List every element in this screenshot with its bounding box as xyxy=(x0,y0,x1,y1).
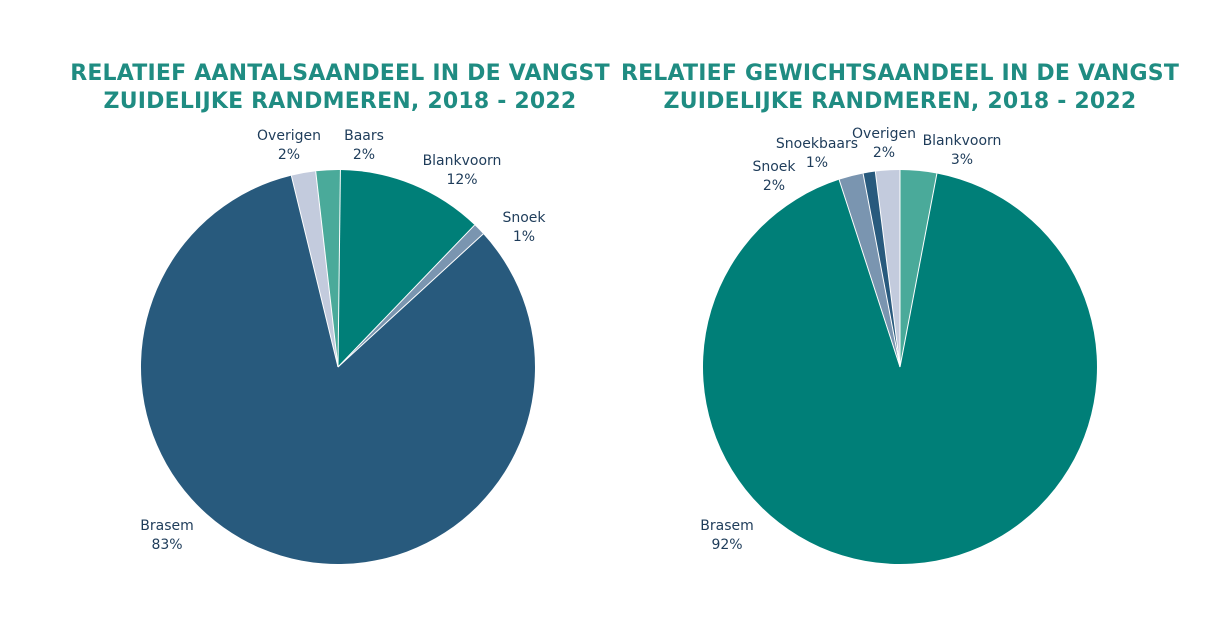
pie-label-value: 1% xyxy=(513,229,535,245)
pie-slice-snoek xyxy=(338,225,484,367)
pie-label-snoek: Snoek 2% xyxy=(752,159,796,194)
left-chart-title-line2: ZUIDELIJKE RANDMEREN, 2018 - 2022 xyxy=(103,89,577,114)
pie-label-value: 12% xyxy=(446,172,477,188)
pie-label-name: Snoek xyxy=(752,159,796,175)
pie-label-value: 92% xyxy=(711,537,742,553)
right-chart-title-line1: RELATIEF GEWICHTSAANDEEL IN DE VANGST xyxy=(620,61,1180,86)
pie-label-name: Snoekbaars xyxy=(776,136,858,152)
slice-separator xyxy=(874,171,901,368)
pie-label-snoekbaars: Snoekbaars 1% xyxy=(776,136,858,171)
left-chart-title-line1: RELATIEF AANTALSAANDEEL IN DE VANGST xyxy=(70,61,610,86)
slice-separator xyxy=(315,171,339,368)
pie-label-brasem: Brasem 92% xyxy=(700,518,753,553)
pie-label-brasem: Brasem 83% xyxy=(140,518,193,553)
pie-label-name: Blankvoorn xyxy=(423,153,502,169)
pie-label-name: Brasem xyxy=(140,518,193,534)
pie-label-overigen: Overigen 2% xyxy=(852,126,916,161)
pie-label-name: Baars xyxy=(344,128,384,144)
pie-label-overigen: Overigen 2% xyxy=(257,128,321,163)
pie-label-baars: Baars 2% xyxy=(344,128,384,163)
pie-slice-brasem xyxy=(140,175,535,564)
pie-label-value: 3% xyxy=(951,152,973,168)
pie-label-name: Blankvoorn xyxy=(923,133,1002,149)
pie-label-name: Snoek xyxy=(502,210,546,226)
pie-label-value: 2% xyxy=(278,147,300,163)
slice-separator xyxy=(337,224,475,368)
pie-label-name: Overigen xyxy=(852,126,916,142)
right-chart-title-line2: ZUIDELIJKE RANDMEREN, 2018 - 2022 xyxy=(663,89,1137,114)
pie-label-value: 2% xyxy=(353,147,375,163)
slice-separator xyxy=(337,170,341,368)
pie-label-name: Overigen xyxy=(257,128,321,144)
pie-slice-brasem xyxy=(702,173,1097,564)
pie-label-name: Brasem xyxy=(700,518,753,534)
pie-label-value: 83% xyxy=(151,537,182,553)
slice-separator xyxy=(337,233,484,368)
pie-slice-blankvoorn xyxy=(338,170,475,367)
pie-label-blankvoorn: Blankvoorn 3% xyxy=(923,133,1002,168)
pie-label-snoek: Snoek 1% xyxy=(502,210,546,245)
slice-separator xyxy=(838,179,901,368)
slice-separator xyxy=(290,175,339,368)
left-chart-title: RELATIEF AANTALSAANDEEL IN DE VANGST ZUI… xyxy=(60,60,620,116)
pie-label-value: 2% xyxy=(763,178,785,194)
pie-label-value: 2% xyxy=(873,145,895,161)
pie-label-value: 1% xyxy=(806,155,828,171)
right-chart-title: RELATIEF GEWICHTSAANDEEL IN DE VANGST ZU… xyxy=(620,60,1180,116)
slice-separator xyxy=(899,173,938,368)
pie-label-blankvoorn: Blankvoorn 12% xyxy=(423,153,502,188)
right-pie-chart: Blankvoorn 3% Brasem 92% Snoek 2% Snoekbaars 1%… xyxy=(700,126,1097,564)
slice-separator xyxy=(862,173,901,368)
pie-slice-baars xyxy=(315,169,341,367)
left-pie-chart: Baars 2% Blankvoorn 12% Snoek 1% Brasem 83% Over… xyxy=(140,128,546,564)
